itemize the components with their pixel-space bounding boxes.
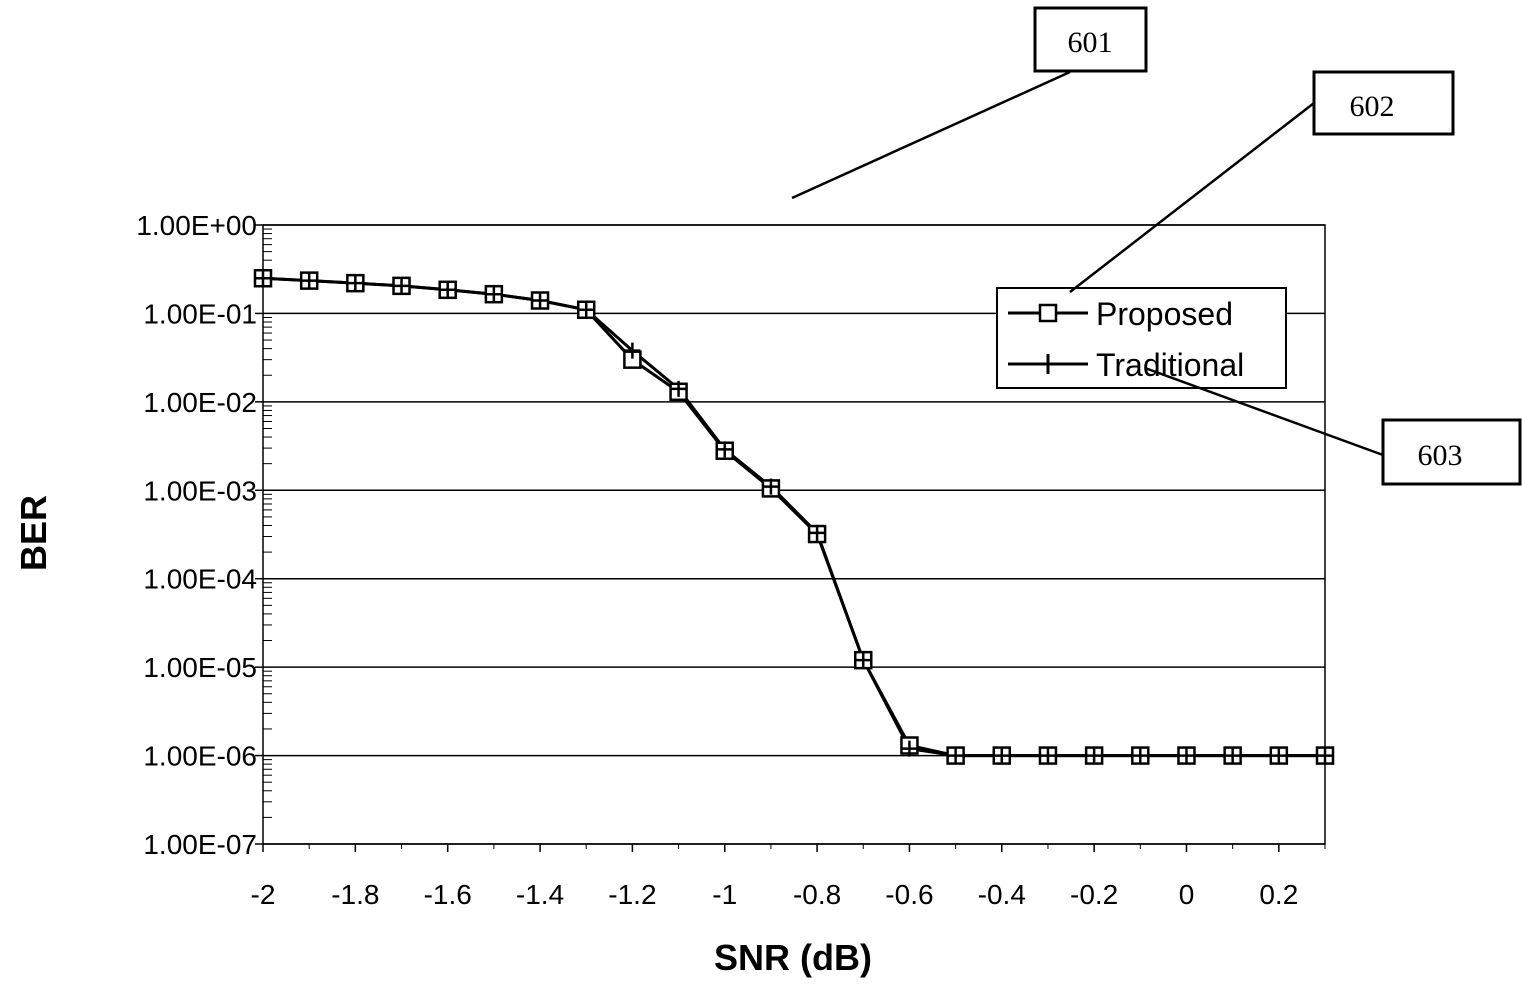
y-axis-tick-labels: 1.00E+00 1.00E-01 1.00E-02 1.00E-03 1.00E-04… bbox=[136, 210, 257, 860]
callout-601-leader bbox=[792, 72, 1070, 198]
callout-601: 601 bbox=[792, 8, 1146, 198]
y-tick-label: 1.00E-04 bbox=[143, 564, 257, 595]
x-tick-label: -1.8 bbox=[331, 879, 379, 910]
callout-602-label: 602 bbox=[1350, 90, 1395, 123]
x-axis-title: SNR (dB) bbox=[714, 937, 872, 978]
x-tick-label: -1.6 bbox=[424, 879, 472, 910]
x-tick-label: 0.2 bbox=[1259, 879, 1298, 910]
legend-proposed-label: Proposed bbox=[1096, 296, 1233, 332]
x-tick-label: -0.2 bbox=[1070, 879, 1118, 910]
y-tick-label: 1.00E-05 bbox=[143, 652, 257, 683]
x-tick-label: -2 bbox=[251, 879, 276, 910]
y-tick-label: 1.00E-02 bbox=[143, 387, 257, 418]
y-axis-title: BER bbox=[13, 495, 54, 571]
y-tick-label: 1.00E-01 bbox=[143, 298, 257, 329]
x-tick-label: 0 bbox=[1179, 879, 1195, 910]
y-tick-label: 1.00E-07 bbox=[143, 829, 257, 860]
x-tick-label: -0.6 bbox=[885, 879, 933, 910]
callout-601-label: 601 bbox=[1068, 26, 1113, 59]
legend-proposed-marker bbox=[1040, 305, 1056, 321]
x-tick-label: -0.4 bbox=[978, 879, 1026, 910]
x-tick-label: -0.8 bbox=[793, 879, 841, 910]
y-tick-label: 1.00E-03 bbox=[143, 475, 257, 506]
x-tick-label: -1 bbox=[712, 879, 737, 910]
x-tick-label: -1.2 bbox=[608, 879, 656, 910]
x-axis-tick-labels: -2 -1.8 -1.6 -1.4 -1.2 -1 -0.8 -0.6 -0.4 -0.2 0 0.2 bbox=[251, 844, 1325, 910]
callout-603-label: 603 bbox=[1418, 439, 1463, 472]
y-tick-label: 1.00E+00 bbox=[136, 210, 257, 241]
y-tick-label: 1.00E-06 bbox=[143, 741, 257, 772]
x-tick-label: -1.4 bbox=[516, 879, 564, 910]
legend: Proposed Traditional bbox=[997, 288, 1286, 388]
